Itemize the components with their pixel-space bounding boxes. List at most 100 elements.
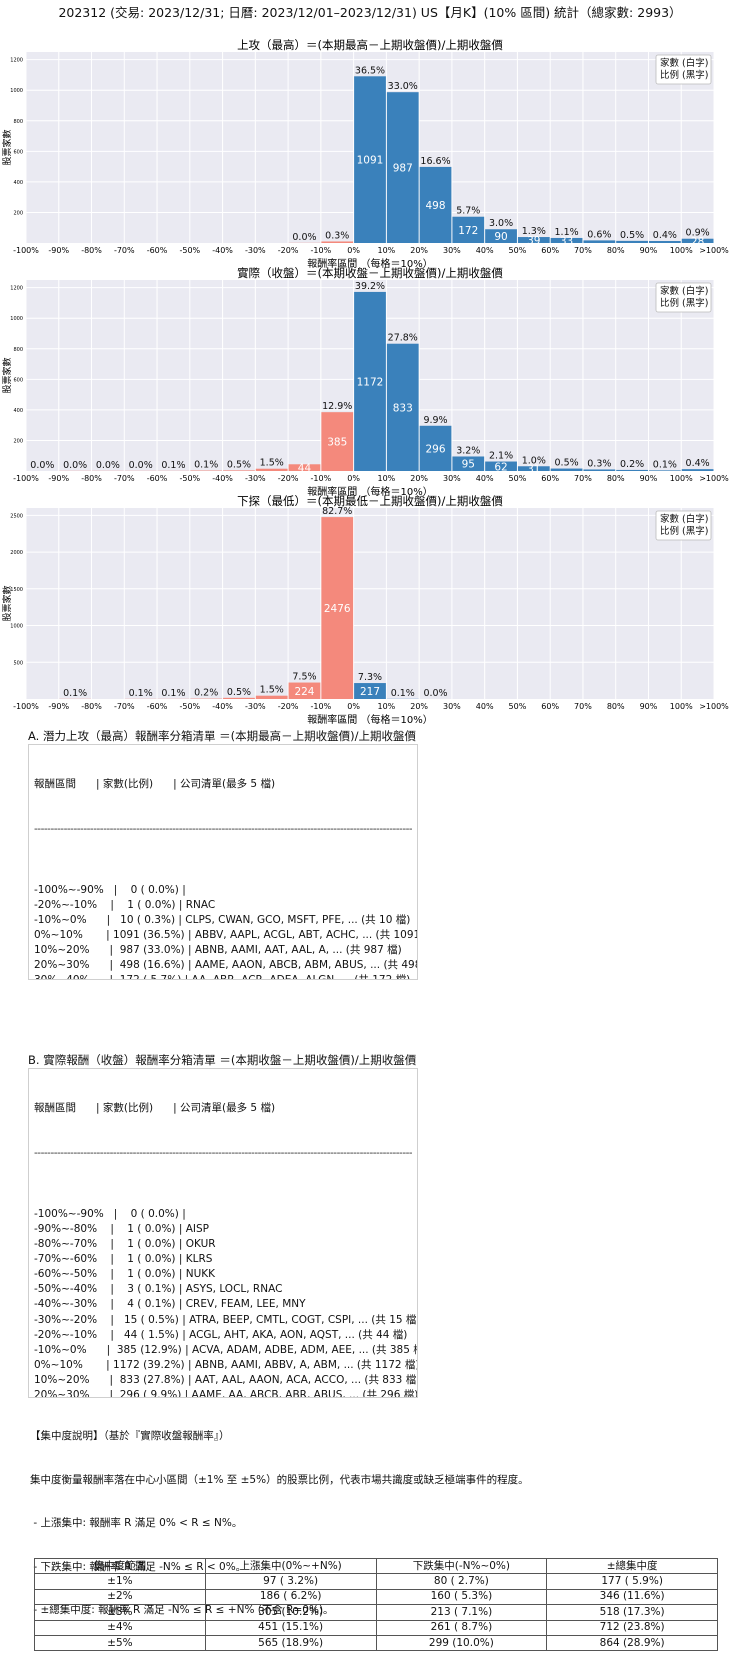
y-tick-label: 800 [13,347,23,353]
bar-pct-label: 0.1% [391,688,415,699]
legend-item: 比例 (黑字) [660,297,708,309]
bar [354,291,386,471]
table-row: ±4% 451 (15.1%) 261 ( 8.7%) 712 (23.8%) [34,1619,718,1636]
bar-pct-label: 3.2% [456,445,480,456]
bar [648,241,681,243]
list-item: 20%~30% | 498 (16.6%) | AAME, AAON, ABCB… [34,959,418,972]
x-tick-label: -10% [311,474,332,483]
x-tick-label: 20% [410,702,428,711]
list-item: 30%~40% | 172 ( 5.7%) | AA, ABR, ACR, AD… [34,973,412,979]
table-cell: ±3% [34,1604,206,1621]
table-cell: 864 (28.9%) [546,1634,718,1652]
plot-area [26,508,714,699]
x-tick-label: -20% [278,474,299,483]
y-tick-label: 1000 [10,88,23,94]
bar-count-label: 28 [691,236,704,248]
y-tick-label: 200 [13,210,23,216]
bar-count-label: 498 [426,200,446,212]
bar [288,464,321,471]
list-item: -40%~-30% | 4 ( 0.1%) | CREV, FEAM, LEE,… [34,1298,306,1311]
table-cell: 80 ( 2.7%) [375,1573,548,1590]
legend-item: 比例 (黑字) [660,525,708,537]
bar [550,237,583,243]
bar-pct-label: 0.5% [620,230,644,241]
bar [583,240,616,243]
x-tick-label: -60% [147,702,168,711]
x-tick-label: >100% [699,702,729,711]
x-tick-label: 90% [640,702,658,711]
page-title: 202312 (交易: 2023/12/31; 日曆: 2023/12/01–2… [58,5,682,20]
bar-count-label: 33 [560,235,573,247]
table-cell: 97 ( 3.2%) [204,1573,377,1590]
list-item: 10%~20% | 833 (27.8%) | AAT, AAL, AAON, … [34,1373,418,1386]
x-tick-label: 10% [377,702,395,711]
x-tick-label: 40% [476,246,494,255]
bar [255,695,288,699]
x-tick-label: -40% [212,702,233,711]
bar-pct-label: 0.1% [653,459,677,470]
bar-count-label: 217 [360,686,380,698]
legend-box [655,510,712,541]
x-tick-label: >100% [699,246,729,255]
x-tick-label: -100% [13,702,39,711]
column-header: 上漲集中(0%~+N%) [204,1557,377,1575]
list-item: 0%~10% | 1091 (36.5%) | ABBV, AAPL, ACGL… [34,929,418,942]
y-tick-label: 800 [13,119,23,125]
bar-pct-label: 36.5% [355,65,385,76]
bar-pct-label: 0.0% [96,460,120,471]
bar [485,229,517,243]
x-tick-label: 0% [347,474,360,483]
section-b-list: 報酬區間 | 家數(比例) | 公司清單(最多 5 檔) -----------… [28,1068,418,1398]
y-tick-label: 1000 [10,316,23,322]
section-a-header: 報酬區間 | 家數(比例) | 公司清單(最多 5 檔) [34,778,276,791]
x-tick-label: -80% [81,246,102,255]
table-cell: ±5% [34,1634,206,1652]
spacer [34,1192,412,1207]
x-tick-label: 0% [347,702,360,711]
bar [419,166,452,243]
x-tick-label: -90% [48,702,69,711]
x-tick-label: 70% [574,246,592,255]
legend-item: 家數 (白字) [660,513,708,525]
x-tick-label: -40% [212,474,233,483]
list-item: -70%~-60% | 1 ( 0.0%) | KLRS [34,1253,213,1266]
x-tick-label: -60% [147,246,168,255]
bar-pct-label: 0.2% [194,688,218,699]
chart-high: 上攻（最高）＝(本期最高－上期收盤價)/上期收盤價 200 400 600 800 100… [1,38,729,270]
section-a-rows: -100%~-90% | 0 ( 0.0%) | -20%~-10% | 1 ( … [34,868,418,979]
x-tick-label: -40% [212,246,233,255]
bar-pct-label: 0.9% [686,228,710,239]
column-header: 下跌集中(-N%~0%) [375,1557,548,1575]
bar-count-label: 31 [527,464,540,476]
bar-count-label: 296 [426,443,446,455]
list-item: -30%~-20% | 15 ( 0.5%) | ATRA, BEEP, CMT… [34,1313,418,1326]
y-axis-label: 股票家數 [1,129,13,165]
bar-count-label: 2476 [324,603,351,615]
bar-pct-label: 0.2% [620,459,644,470]
concentration-note-desc: 集中度衡量報酬率落在中心小區間（±1% 至 ±5%）的股票比例，代表市場共識度或… [30,1473,529,1486]
concentration-body: ±1% 97 ( 3.2%) 80 ( 2.7%) 177 ( 5.9%) ±2% 186… [34,1573,718,1652]
x-tick-label: 30% [443,474,461,483]
list-item: -50%~-40% | 3 ( 0.1%) | ASYS, LOCL, RNAC [34,1283,283,1296]
bar-pct-label: 0.0% [30,460,54,471]
section-a-list: 報酬區間 | 家數(比例) | 公司清單(最多 5 檔) -----------… [28,744,418,980]
bar-pct-label: 0.5% [227,687,251,698]
x-tick-label: 100% [670,474,693,483]
bar [681,469,714,471]
x-tick-label: 20% [410,474,428,483]
bar-pct-label: 16.6% [420,156,450,167]
y-tick-label: 2000 [10,550,23,556]
table-cell: 186 ( 6.2%) [204,1588,377,1606]
x-tick-label: 10% [377,246,395,255]
x-tick-label: -80% [81,702,102,711]
bar-pct-label: 3.0% [489,218,513,229]
legend-item: 家數 (白字) [660,57,708,69]
table-cell: 299 (10.0%) [375,1634,548,1652]
table-cell: 518 (17.3%) [546,1604,718,1621]
x-tick-label: -30% [245,474,266,483]
legend-item: 比例 (黑字) [660,69,708,81]
legend-box [655,282,712,313]
table-cell: ±2% [34,1588,206,1606]
bar-pct-label: 0.0% [423,688,447,699]
bar-pct-label: 0.6% [587,229,611,240]
